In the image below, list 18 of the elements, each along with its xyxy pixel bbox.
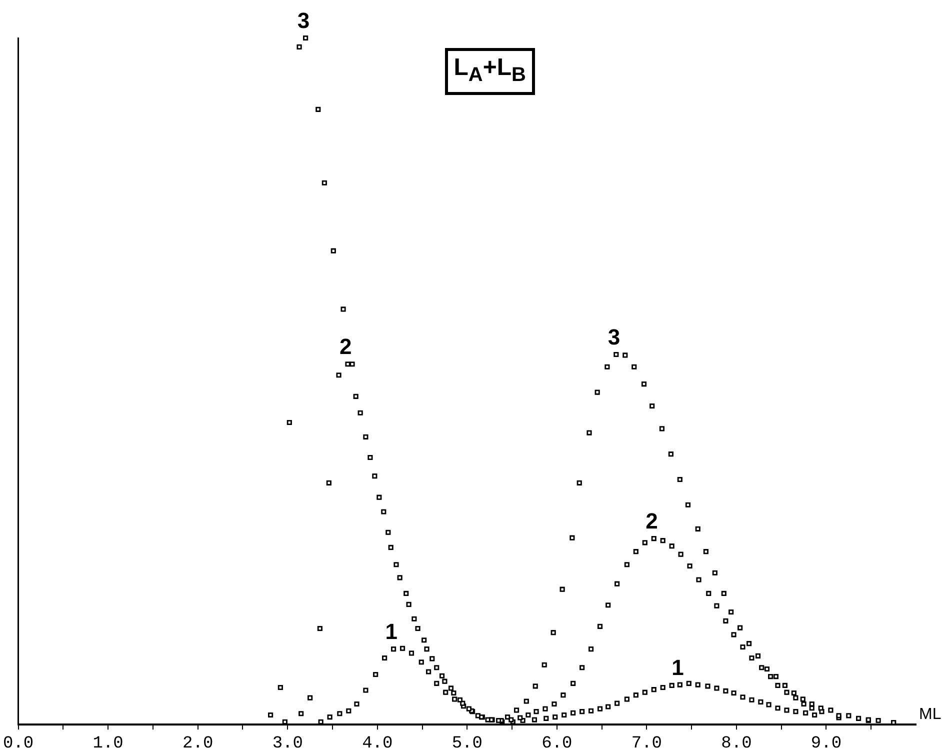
x-tick-label: 9.0 bbox=[810, 734, 842, 754]
annotation: 1 bbox=[672, 654, 684, 680]
annotation: 3 bbox=[297, 8, 310, 34]
x-tick-label: 1.0 bbox=[92, 734, 124, 754]
x-axis-title: ML bbox=[919, 706, 942, 724]
x-tick-label: 7.0 bbox=[631, 734, 662, 754]
annotation: 2 bbox=[340, 334, 352, 360]
x-tick-label: 0.0 bbox=[3, 734, 34, 754]
x-tick-label: 2.0 bbox=[182, 734, 214, 754]
x-tick-label: 3.0 bbox=[272, 734, 303, 754]
annotation: 3 bbox=[608, 324, 620, 350]
x-tick-label: 8.0 bbox=[721, 734, 752, 754]
annotation: L$_{A}$+L$_{B}$ bbox=[444, 48, 535, 95]
annotation: 1 bbox=[385, 619, 398, 644]
x-tick-label: 5.0 bbox=[452, 734, 482, 754]
x-tick-label: 6.0 bbox=[542, 734, 572, 754]
x-tick-label: 4.0 bbox=[362, 734, 393, 754]
annotation: 2 bbox=[646, 508, 658, 534]
